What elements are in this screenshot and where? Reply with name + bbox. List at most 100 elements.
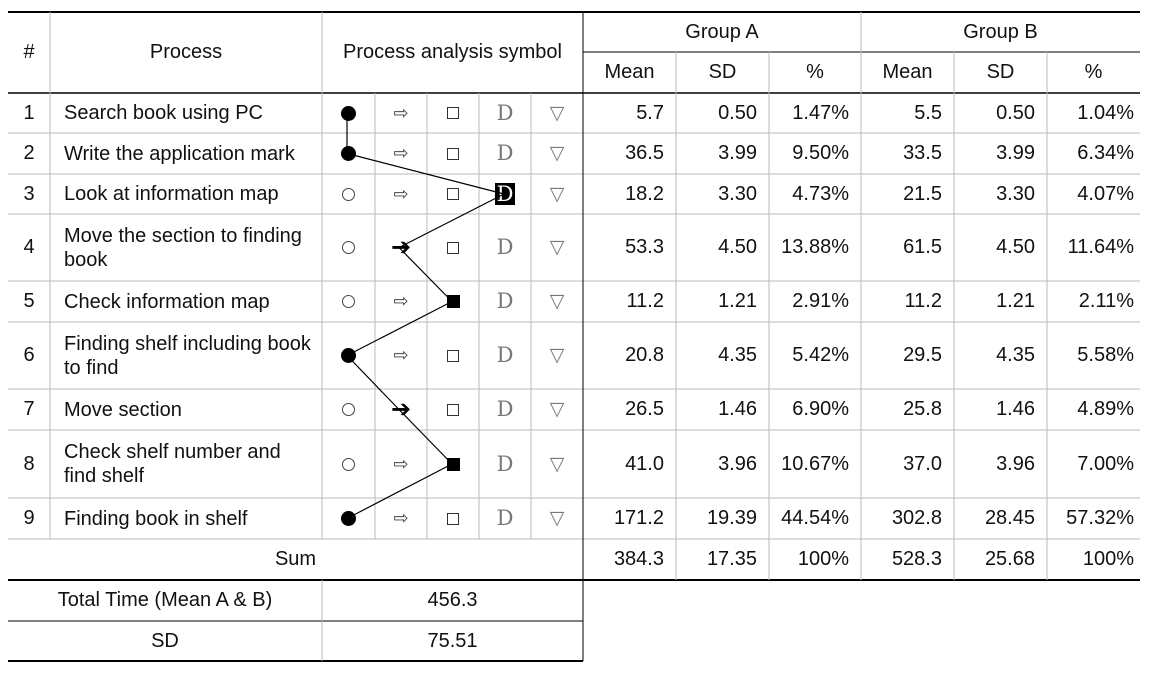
sum-label: Sum — [274, 548, 317, 570]
group-a-pct: 6.90% — [792, 398, 849, 420]
arrow-right-icon: ⇨ — [393, 102, 409, 123]
delay-d-icon: D — [496, 343, 514, 367]
group-a-pct: 9.50% — [792, 142, 849, 164]
group-a-sd: 1.21 — [718, 290, 757, 312]
group-b-sd: 1.21 — [996, 290, 1035, 312]
header-group-b-mean: Mean — [882, 61, 933, 83]
symbol-cell: D — [479, 498, 531, 539]
group-b-sd: 4.50 — [996, 236, 1035, 258]
group-a-mean: 26.5 — [625, 398, 664, 420]
group-b-sd: 28.45 — [984, 507, 1035, 529]
group-b-mean: 21.5 — [903, 182, 942, 205]
sum-group-a-pct: 100% — [797, 548, 849, 570]
square-icon — [447, 403, 459, 416]
delay-d-icon: D — [496, 235, 514, 259]
header-process-analysis-symbol: Process analysis symbol — [343, 41, 562, 63]
group-b-mean: 61.5 — [903, 236, 942, 258]
square-icon — [447, 349, 459, 362]
circle-icon — [341, 511, 356, 526]
symbol-cell: ▽ — [531, 389, 583, 430]
group-a-sd: 3.99 — [718, 142, 757, 164]
arrow-right-icon: ⇨ — [393, 508, 409, 528]
symbol-cell: ⇨ — [375, 93, 427, 133]
process-name: Move the section to finding book — [64, 224, 302, 271]
group-b-mean: 25.8 — [903, 398, 942, 420]
symbol-cell: ⇨ — [375, 498, 427, 539]
group-a-pct: 2.91% — [792, 290, 849, 312]
symbol-cell — [427, 281, 479, 322]
symbol-cell: ➔ — [375, 389, 427, 430]
group-a-mean: 171.2 — [613, 507, 664, 529]
symbol-cell: D — [479, 214, 531, 281]
arrow-right-icon: ➔ — [390, 396, 412, 423]
group-a-mean: 18.2 — [625, 182, 664, 205]
process-name: Look at information map — [64, 183, 279, 205]
circle-icon — [341, 348, 356, 363]
symbol-cell — [427, 389, 479, 430]
process-name: Check information map — [64, 290, 270, 313]
group-a-pct: 44.54% — [781, 507, 849, 529]
header-group-a-pct: % — [806, 61, 824, 83]
process-name: Write the application mark — [64, 142, 295, 165]
row-number: 8 — [23, 452, 35, 475]
row-number: 7 — [23, 398, 35, 420]
symbol-cell — [427, 174, 479, 214]
group-b-pct: 2.11% — [1078, 290, 1134, 312]
flow-connector — [346, 152, 505, 195]
flow-connector — [346, 463, 453, 520]
group-a-pct: 13.88% — [781, 236, 849, 258]
triangle-down-icon: ▽ — [549, 453, 565, 475]
symbol-cell: ⇨ — [375, 430, 427, 498]
group-b-mean: 33.5 — [903, 142, 942, 164]
flow-connector — [398, 247, 453, 302]
header-group-a-sd: SD — [708, 61, 737, 83]
symbol-cell: D — [479, 322, 531, 389]
total-sd-value: 75.51 — [427, 629, 478, 652]
group-a-mean: 5.7 — [636, 101, 664, 124]
flow-connector — [398, 409, 453, 465]
header-group-b: Group B — [963, 20, 1038, 43]
symbol-cell: D — [479, 389, 531, 430]
row-number: 6 — [23, 344, 35, 366]
group-b-sd: 3.99 — [996, 142, 1035, 164]
square-icon — [447, 188, 459, 200]
triangle-down-icon: ▽ — [549, 508, 565, 529]
symbol-cell: ▽ — [531, 174, 583, 214]
circle-icon — [342, 295, 355, 308]
group-a-pct: 5.42% — [792, 344, 849, 366]
symbol-cell — [322, 322, 375, 389]
row-number: 5 — [23, 290, 35, 312]
process-name: Move section — [64, 398, 182, 421]
process-name: Finding shelf including book to find — [64, 332, 311, 379]
header-group-b-pct: % — [1084, 61, 1103, 83]
group-a-mean: 36.5 — [625, 142, 664, 164]
header-group-a-mean: Mean — [604, 61, 655, 83]
sum-group-b-pct: 100% — [1082, 548, 1134, 570]
triangle-down-icon: ▽ — [549, 345, 565, 366]
row-number: 2 — [23, 142, 35, 164]
circle-icon — [342, 403, 355, 416]
symbol-cell — [322, 430, 375, 498]
group-b-pct: 7.00% — [1077, 452, 1134, 475]
square-icon — [446, 295, 460, 308]
group-b-pct: 6.34% — [1077, 142, 1134, 164]
symbol-cell — [427, 93, 479, 133]
group-a-sd: 3.30 — [718, 182, 757, 205]
symbol-cell: ▽ — [531, 93, 583, 133]
triangle-down-icon: ▽ — [549, 237, 565, 258]
header-process: Process — [149, 41, 223, 63]
symbol-cell: D — [479, 281, 531, 322]
group-b-pct: 4.89% — [1077, 398, 1134, 420]
triangle-down-icon: ▽ — [549, 399, 565, 420]
process-name: Check shelf number and find shelf — [64, 441, 281, 487]
symbol-cell: ▽ — [531, 498, 583, 539]
symbol-cell: D — [479, 133, 531, 174]
arrow-right-icon: ⇨ — [393, 143, 409, 163]
total-time-label: Total Time (Mean A & B) — [57, 589, 273, 611]
symbol-cell — [427, 214, 479, 281]
process-name: Finding book in shelf — [64, 507, 248, 530]
circle-icon — [341, 105, 356, 121]
delay-d-icon: D — [496, 100, 514, 125]
header-number: # — [23, 41, 35, 63]
delay-d-icon: D — [496, 506, 514, 530]
